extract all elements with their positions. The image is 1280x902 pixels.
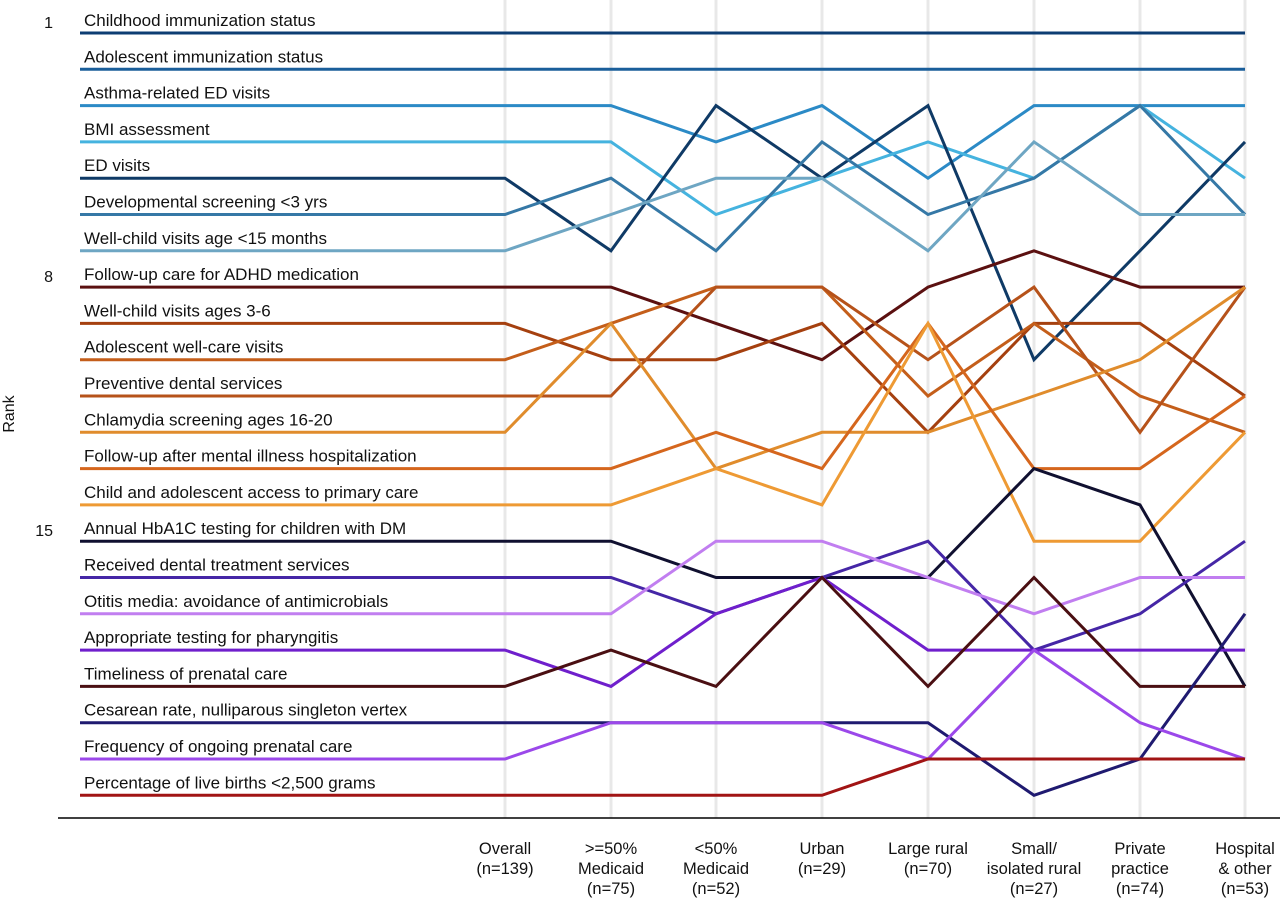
series-line-19 [80, 575, 1245, 689]
x-tick-label-1: >=50% Medicaid (n=75) [578, 840, 644, 898]
series-line-17 [80, 539, 1245, 616]
series-label-10: Adolescent well-care visits [84, 338, 283, 357]
series-label-6: Developmental screening <3 yrs [84, 193, 327, 212]
series-label-16: Received dental treatment services [84, 556, 350, 575]
y-tick-8: 8 [44, 269, 53, 286]
series-label-15: Annual HbA1C testing for children with D… [84, 519, 406, 538]
series-line-9 [80, 321, 1246, 435]
x-axis: Overall (n=139) >=50% Medicaid (n=75) <50% Med… [476, 840, 1274, 898]
series-label-21: Frequency of ongoing prenatal care [84, 737, 352, 756]
x-tick-label-4: Large rural (n=70) [888, 840, 968, 878]
series-label-11: Preventive dental services [84, 374, 282, 393]
x-tick-label-2: <50% Medicaid (n=52) [683, 840, 749, 898]
series-line-13 [80, 320, 1246, 471]
series-label-3: Asthma-related ED visits [84, 84, 270, 103]
series-label-2: Adolescent immunization status [84, 47, 323, 66]
y-tick-15: 15 [35, 523, 53, 540]
series-label-22: Percentage of live births <2,500 grams [84, 773, 376, 792]
series-line-3 [80, 103, 1245, 181]
series-lines [80, 31, 1247, 797]
series-label-13: Follow-up after mental illness hospitali… [84, 447, 417, 466]
series-label-17: Otitis media: avoidance of antimicrobial… [84, 592, 388, 611]
y-axis-title: Rank [1, 394, 18, 432]
gridlines [503, 0, 1247, 818]
series-label-7: Well-child visits age <15 months [84, 229, 327, 248]
series-label-20: Cesarean rate, nulliparous singleton ver… [84, 701, 408, 720]
x-tick-label-5: Small/isolated rural (n=27) [987, 840, 1081, 898]
x-tick-label-0: Overall (n=139) [476, 840, 533, 878]
series-label-4: BMI assessment [84, 120, 210, 139]
y-tick-1: 1 [44, 15, 53, 32]
series-label-8: Follow-up care for ADHD medication [84, 265, 359, 284]
series-label-5: ED visits [84, 156, 150, 175]
series-line-21 [80, 648, 1246, 761]
series-line-8 [80, 249, 1245, 362]
series-label-12: Chlamydia screening ages 16-20 [84, 410, 333, 429]
x-tick-label-6: Private practice (n=74) [1111, 840, 1169, 898]
x-tick-label-7: Hospital & other (n=53) [1215, 840, 1275, 898]
series-label-14: Child and adolescent access to primary c… [84, 483, 419, 502]
series-label-9: Well-child visits ages 3-6 [84, 301, 271, 320]
y-axis: Rank 1 8 15 [1, 15, 53, 540]
x-tick-label-3: Urban (n=29) [798, 840, 846, 878]
series-line-12 [80, 285, 1246, 471]
series-line-6 [80, 103, 1247, 253]
series-labels: Childhood immunization status Adolescent … [84, 11, 419, 792]
series-label-19: Timeliness of prenatal care [84, 664, 287, 683]
series-label-18: Appropriate testing for pharyngitis [84, 628, 338, 647]
series-line-14 [80, 320, 1247, 543]
series-line-7 [80, 139, 1245, 253]
series-label-1: Childhood immunization status [84, 11, 316, 30]
series-line-22 [80, 757, 1245, 797]
